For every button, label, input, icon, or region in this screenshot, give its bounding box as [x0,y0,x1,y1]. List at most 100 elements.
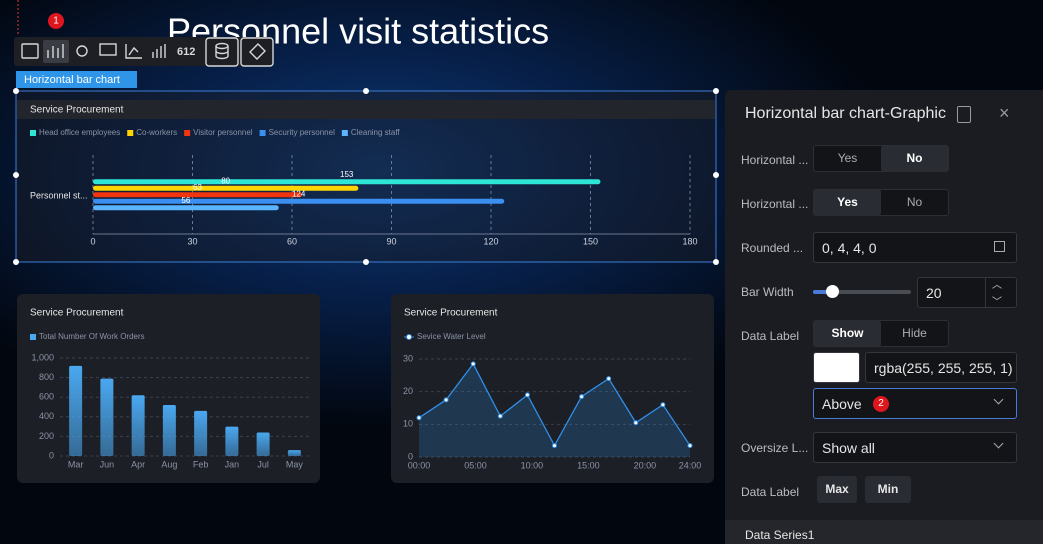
icon-table[interactable] [99,43,117,56]
row-label: Data Label [741,485,800,499]
legend-swatch [341,130,348,136]
point [633,420,639,426]
max-button[interactable]: Max [817,476,857,503]
point [552,443,557,449]
icon-number[interactable]: 612 [177,46,195,58]
input-text: rgba(255, 255, 255, 1) [874,359,1013,376]
position-select[interactable]: Above [813,388,1017,419]
input-text: 20 [926,284,942,301]
spinner[interactable] [985,278,986,307]
icon-bar[interactable] [47,44,64,58]
resize-handle [363,88,369,94]
x-tick-label: May [286,459,304,469]
x-tick-label: 180 [682,236,697,246]
select-text: Above [822,395,862,412]
bar [93,205,279,211]
row-label: Rounded ... [741,241,804,255]
legend-label: Sevice Water Level [417,332,486,341]
x-tick-label: 20:00 [634,460,657,470]
spin-down[interactable]: ﹀ [992,297,1002,308]
chart-title: Service Procurement [404,308,498,319]
icon-line[interactable] [125,44,142,59]
doc-icon[interactable] [957,106,971,123]
x-tick-label: 10:00 [521,460,544,470]
y-tick-label: 20 [403,386,413,396]
badge [48,13,64,29]
icon-pie[interactable] [76,45,88,57]
resize-handle [13,259,19,265]
x-tick-label: 0 [90,236,95,246]
slider-track[interactable] [813,290,911,294]
toggle[interactable]: Yes No [813,145,949,172]
rounded-input[interactable]: 0, 4, 4, 0 [813,232,1017,263]
point [606,376,612,382]
data-label: 63 [193,183,202,192]
close-icon[interactable]: × [999,103,1010,123]
point [470,361,476,367]
toggle[interactable]: Show Hide [813,320,949,347]
number-input[interactable]: 20 [917,277,1017,308]
bar [287,450,301,456]
x-tick-label: 150 [583,236,598,246]
toolbar-btn[interactable] [240,37,274,67]
x-tick-label: 90 [386,236,396,246]
data-label: 153 [340,170,354,179]
legend-label: Total Number Of Work Orders [39,332,145,341]
toggle-option[interactable]: Yes [837,151,858,165]
y-tick-label: 1,000 [31,352,54,362]
legend-marker [406,334,412,340]
toolbar-btn[interactable] [205,37,239,67]
property-panel: Horizontal bar chart-Graphic × Horizonta… [725,90,1043,544]
chart-card[interactable] [391,294,714,483]
min-button[interactable]: Min [865,476,911,503]
slider-knob[interactable] [826,285,839,298]
resize-handle [13,88,19,94]
x-tick-label: 24:00 [679,460,702,470]
x-tick-label: 120 [483,236,498,246]
icon-image[interactable] [21,43,39,59]
legend-label: Co-workers [136,128,177,137]
resize-handle [363,259,369,265]
bar [93,179,601,185]
input-text: 0, 4, 4, 0 [822,239,877,256]
x-tick-label: Feb [193,459,209,469]
chart-card[interactable] [17,294,320,483]
color-input[interactable]: rgba(255, 255, 255, 1) [865,352,1017,383]
oversize-select[interactable]: Show all [813,432,1017,463]
toggle[interactable]: Yes No [813,189,949,216]
y-tick-label: 200 [39,431,54,441]
y-tick-label: 30 [403,353,413,363]
section-header[interactable]: Data Series1 [725,520,1043,544]
resize-handle [713,172,719,178]
bar [256,432,270,456]
chart-title: Service Procurement [30,308,124,319]
x-tick-label: Jan [225,459,240,469]
legend-swatch [30,130,36,136]
y-tick-label: 0 [408,451,413,461]
toggle-option[interactable]: Show [814,321,881,346]
expand-icon[interactable] [994,241,1005,252]
row-label: Horizontal ... [741,197,809,211]
y-tick-label: 600 [39,392,54,402]
icon-bar-active[interactable] [43,40,69,63]
chart-header [17,100,715,119]
badge-text: 1 [53,16,59,27]
legend-label: Head office employees [39,128,120,137]
bar [93,198,505,204]
resize-handle [713,88,719,94]
row-label: Bar Width [741,285,794,299]
toggle-option[interactable]: No [906,195,923,209]
toggle-option[interactable]: Yes [814,190,881,215]
color-swatch[interactable] [813,352,860,383]
icon-style[interactable] [249,43,266,60]
spin-up[interactable]: ︿ [992,280,1002,291]
y-tick-label: 800 [39,372,54,382]
selected-label: Horizontal bar chart [24,74,120,86]
chart-title: Service Procurement [30,105,124,116]
icon-column[interactable] [152,44,166,58]
point [443,397,449,403]
toggle-option[interactable]: No [881,146,948,171]
data-label: 56 [181,196,190,205]
toggle-option[interactable]: Hide [902,326,927,340]
